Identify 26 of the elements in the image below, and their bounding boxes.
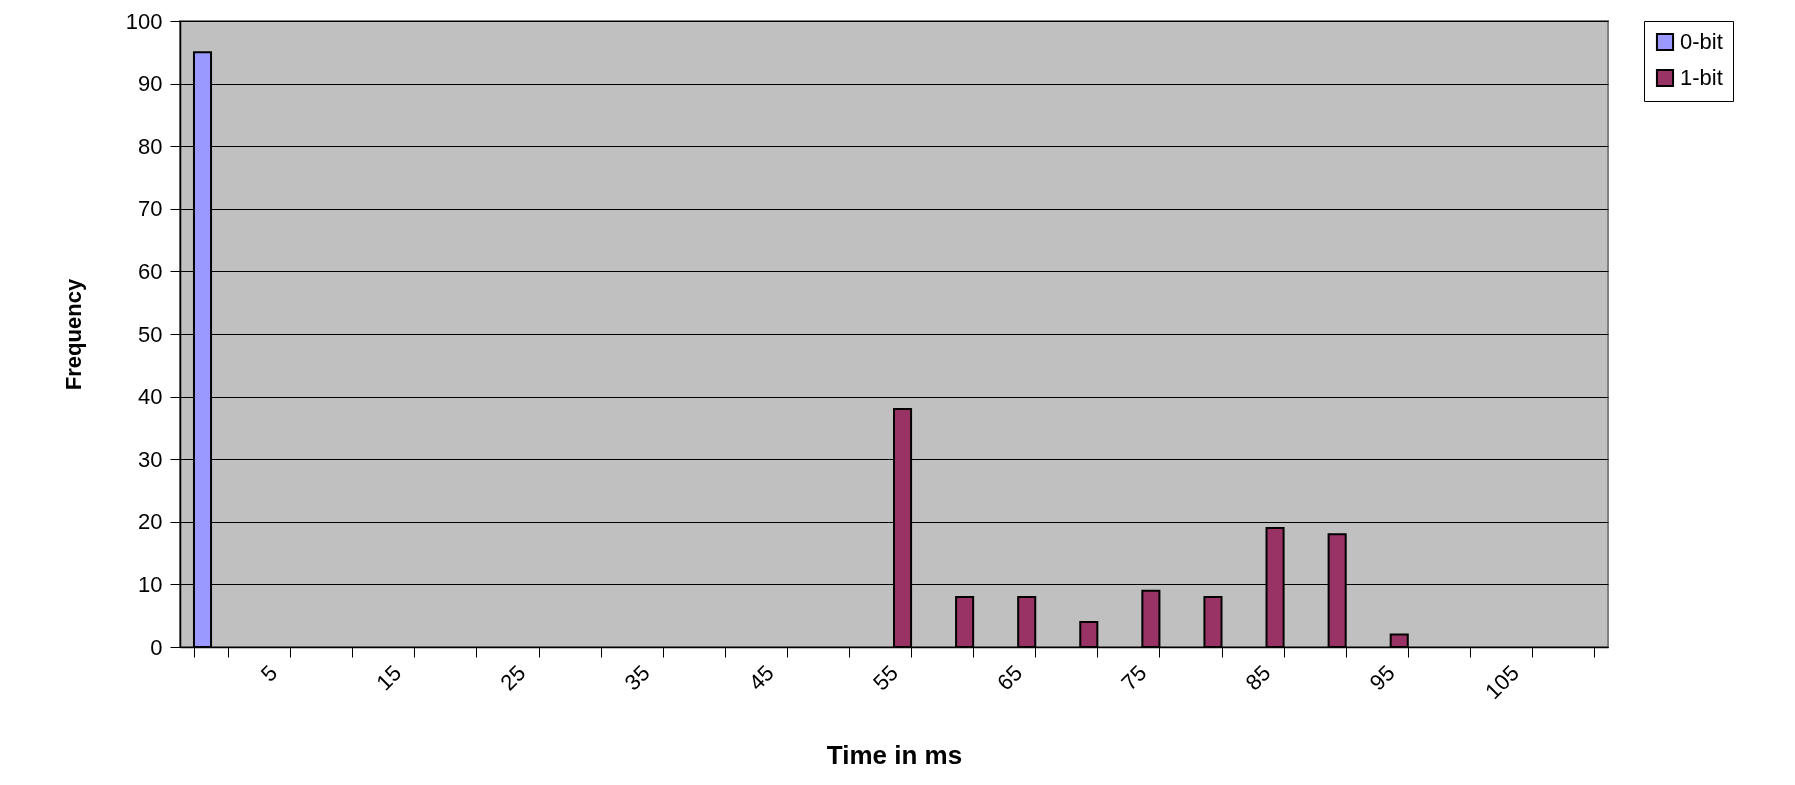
- y-tick-label: 10: [138, 571, 163, 597]
- y-tick-label: 50: [138, 321, 163, 347]
- x-tick-label: 55: [867, 660, 903, 696]
- x-tick-label: 35: [619, 660, 655, 696]
- x-tick-label: 65: [992, 660, 1028, 696]
- y-tick-label: 20: [138, 509, 163, 535]
- legend-label: 0-bit: [1680, 29, 1723, 54]
- x-tick-label: 85: [1240, 660, 1276, 696]
- y-tick-label: 70: [138, 196, 163, 222]
- y-tick-label: 0: [150, 634, 163, 660]
- x-tick-label: 75: [1116, 660, 1152, 696]
- x-tick-label: 5: [255, 660, 283, 687]
- y-tick-label: 60: [138, 258, 163, 284]
- y-tick-label: 40: [138, 384, 163, 410]
- x-tick-label: 45: [743, 660, 779, 696]
- x-tick-label: 105: [1480, 660, 1524, 704]
- y-tick-label: 80: [138, 133, 163, 159]
- y-tick-label: 100: [125, 8, 163, 34]
- legend-label: 1-bit: [1680, 65, 1723, 90]
- y-tick-label: 30: [138, 446, 163, 472]
- x-tick-label: 25: [495, 660, 531, 696]
- x-axis-title: Time in ms: [826, 740, 963, 771]
- y-axis-title: Frequency: [60, 278, 86, 391]
- y-tick-label: 90: [138, 71, 163, 97]
- x-tick-label: 95: [1364, 660, 1400, 696]
- x-tick-label: 15: [371, 660, 407, 696]
